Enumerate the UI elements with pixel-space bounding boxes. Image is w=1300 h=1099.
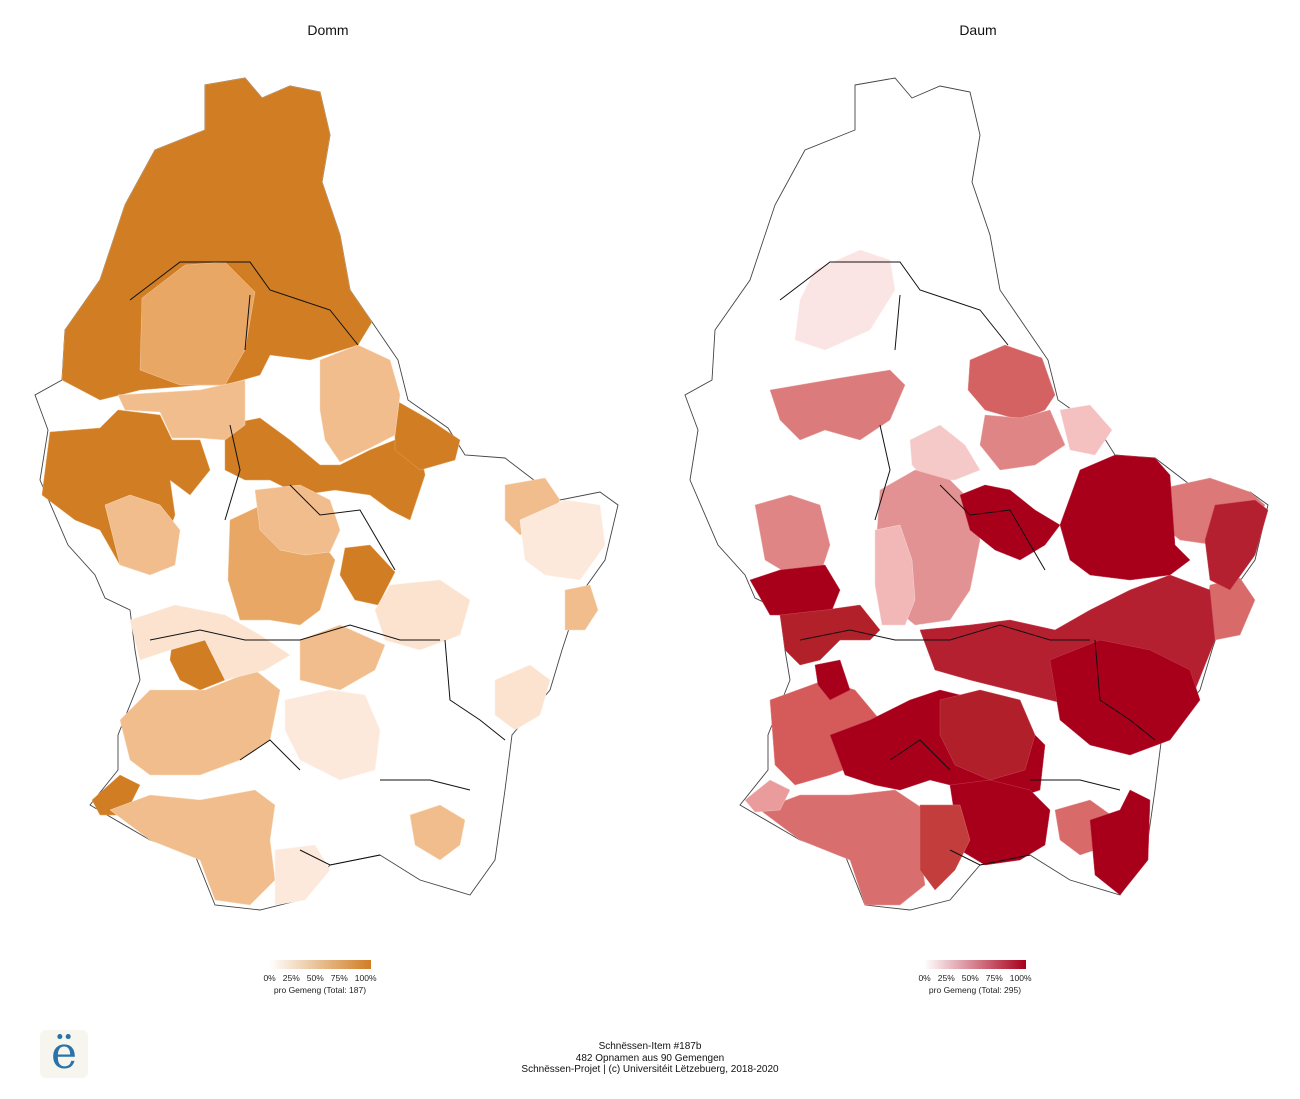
schnessen-logo-icon: ë bbox=[40, 1030, 88, 1078]
legend-tick: 0% bbox=[918, 973, 931, 983]
region-domm-light-b bbox=[319, 344, 401, 463]
region-daum-pale-b bbox=[909, 424, 981, 481]
region-daum-dark-k bbox=[1089, 789, 1151, 896]
legend-tick: 25% bbox=[282, 973, 300, 983]
legend-tick: 50% bbox=[961, 973, 979, 983]
footer-item-line: Schnëssen-Item #187b bbox=[598, 1041, 702, 1052]
footer-credits: Schnëssen-Item #187b 482 Opnamen aus 90 … bbox=[400, 1041, 900, 1076]
region-daum-dark-l bbox=[1204, 499, 1269, 591]
legend-gradient-domm bbox=[269, 960, 371, 969]
legend-tick: 100% bbox=[354, 973, 377, 983]
legend-domm: 0% 25% 50% 75% 100% pro Gemeng (Total: 1… bbox=[240, 960, 400, 995]
legend-tick: 75% bbox=[330, 973, 348, 983]
map-title-domm: Domm bbox=[307, 22, 349, 38]
map-title-daum: Daum bbox=[959, 22, 997, 38]
map-domm bbox=[34, 77, 619, 911]
region-daum-dark-i bbox=[939, 689, 1036, 781]
region-daum-dark-j bbox=[949, 779, 1051, 866]
region-domm-pale-b bbox=[374, 579, 471, 651]
region-domm-light-j bbox=[409, 804, 466, 861]
region-domm-light-g bbox=[299, 624, 386, 691]
region-domm-light-i bbox=[564, 584, 599, 631]
region-domm-pale-d bbox=[519, 499, 606, 581]
region-domm-pale-c bbox=[284, 689, 381, 781]
region-daum-medium-a bbox=[769, 369, 906, 441]
region-daum-dark-b bbox=[1059, 454, 1191, 581]
region-daum-dark-d bbox=[779, 604, 881, 666]
region-domm-light-a bbox=[117, 379, 246, 441]
region-daum-dark-m bbox=[919, 804, 971, 891]
legend-caption-daum: pro Gemeng (Total: 295) bbox=[928, 985, 1022, 995]
legend-tick: 50% bbox=[306, 973, 324, 983]
legend-tick: 0% bbox=[263, 973, 276, 983]
legend-gradient-daum bbox=[924, 960, 1026, 969]
region-daum-medium-i bbox=[759, 789, 926, 906]
legend-ticks-daum: 0% 25% 50% 75% 100% bbox=[895, 973, 1055, 983]
region-domm-north bbox=[61, 77, 373, 401]
region-domm-centre-north bbox=[224, 417, 426, 521]
region-daum-light-f bbox=[874, 524, 916, 626]
region-daum-dark-g bbox=[1049, 639, 1201, 756]
map-daum bbox=[684, 77, 1269, 911]
footer-copyright-line: Schnëssen-Projet | (c) Universitéit Lëtz… bbox=[521, 1064, 779, 1075]
region-daum-pale-c bbox=[1059, 404, 1113, 456]
region-daum-dark-c bbox=[749, 564, 841, 616]
canton-borders-domm bbox=[129, 261, 506, 866]
region-domm-light-f bbox=[109, 789, 276, 906]
region-daum-medium-b bbox=[967, 344, 1056, 421]
legend-tick: 100% bbox=[1009, 973, 1032, 983]
region-domm-pale-a bbox=[129, 604, 291, 681]
legend-tick: 75% bbox=[985, 973, 1003, 983]
region-domm-pale-e bbox=[274, 844, 331, 906]
canton-borders-daum bbox=[779, 261, 1156, 866]
region-domm-light-d bbox=[254, 484, 341, 556]
region-daum-dark-a bbox=[959, 484, 1061, 561]
legend-tick: 25% bbox=[937, 973, 955, 983]
legend-caption-domm: pro Gemeng (Total: 187) bbox=[273, 985, 367, 995]
region-daum-light-j bbox=[744, 779, 791, 813]
region-daum-dark-e bbox=[814, 659, 851, 701]
region-domm-east-dark bbox=[394, 399, 461, 471]
footer-count-line: 482 Opnamen aus 90 Gemengen bbox=[575, 1052, 725, 1064]
region-daum-medium-d bbox=[754, 494, 831, 576]
region-domm-pale-f bbox=[494, 664, 551, 731]
region-daum-medium-c bbox=[979, 409, 1066, 471]
region-domm-light-c bbox=[104, 494, 181, 576]
region-daum-pale-a bbox=[794, 249, 896, 351]
legend-daum: 0% 25% 50% 75% 100% pro Gemeng (Total: 2… bbox=[895, 960, 1055, 995]
legend-ticks-domm: 0% 25% 50% 75% 100% bbox=[240, 973, 400, 983]
